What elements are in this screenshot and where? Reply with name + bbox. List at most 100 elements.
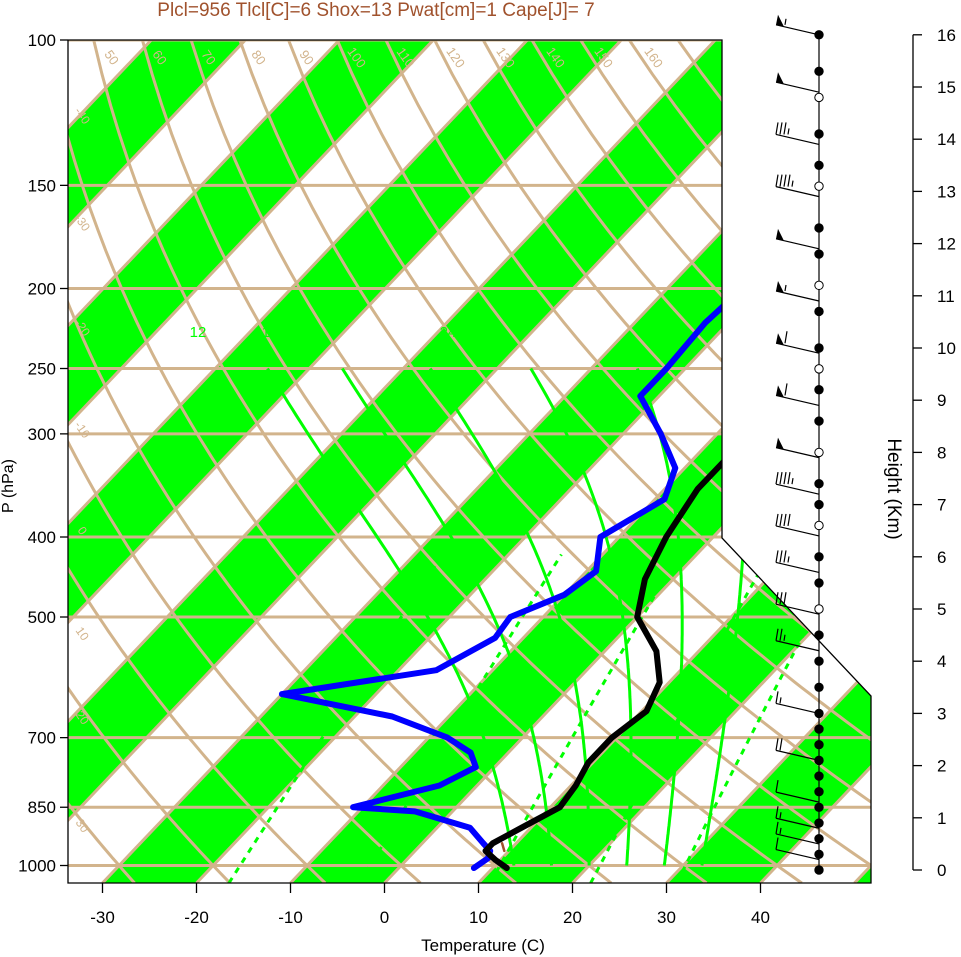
wind-staff [775, 603, 820, 615]
wind-staff [775, 640, 820, 652]
wind-level-dot [814, 849, 824, 860]
p-tick-label: 100 [28, 31, 56, 50]
wind-barb [779, 174, 783, 187]
wind-staff [775, 133, 820, 146]
wind-level-dot [814, 280, 824, 291]
p-tick-label: 400 [28, 528, 56, 547]
wind-barb [775, 821, 779, 834]
wind-staff [775, 186, 820, 198]
t-tick-label: -10 [278, 908, 303, 927]
isotherm-line [68, 40, 717, 883]
dry-adiabat-lines [68, 40, 871, 883]
wind-barb [783, 174, 787, 187]
dry-adiabat-line [68, 40, 327, 883]
wind-half-barb [779, 697, 782, 704]
wind-level-dot [814, 802, 824, 813]
moist-adiabat-label: 24 [440, 324, 457, 341]
wind-barb [787, 513, 791, 527]
mixing-ratio-line [675, 553, 848, 883]
wind-half-barb [779, 827, 782, 834]
wind-level-dot [814, 552, 824, 562]
moist-adiabat-label: 16 [262, 324, 279, 341]
dry-adiabat-label: 60 [149, 47, 170, 67]
t-tick-label: 20 [563, 908, 582, 927]
wind-level-dot [814, 499, 824, 510]
wind-half-barb [787, 128, 790, 135]
wind-level-dot [814, 479, 824, 489]
dry-adiabat-line [238, 40, 871, 883]
height-tick-label: 16 [937, 26, 956, 45]
wind-barb [784, 331, 788, 344]
t-tick-label: 10 [469, 908, 488, 927]
wind-level-dot [814, 385, 824, 395]
wind-level-dot [814, 343, 824, 353]
isotherm-line [68, 40, 623, 883]
wind-level-dot [814, 682, 824, 692]
wind-level-dot [814, 656, 824, 666]
isotherm-label: -10 [72, 419, 94, 442]
wind-half-barb [791, 478, 794, 485]
isotherm-label: 10 [73, 624, 92, 643]
wind-barb [775, 174, 779, 187]
dry-adiabat-line [68, 40, 613, 883]
wind-staff [775, 848, 820, 861]
wind-barb [779, 592, 783, 605]
p-tick-label: 250 [28, 360, 56, 379]
wind-barb [775, 691, 779, 704]
dry-adiabat-label: 90 [296, 47, 317, 67]
wind-barb [775, 122, 779, 135]
isotherm-line [68, 40, 247, 883]
moist-adiabat-line [341, 367, 553, 866]
height-tick-label: 4 [937, 652, 946, 671]
temperature-trace [482, 40, 871, 871]
wind-barb [779, 738, 783, 751]
height-tick-label: 12 [937, 235, 956, 254]
wind-level-dot [814, 129, 824, 139]
moist-adiabat-line [529, 367, 633, 866]
wind-flag [776, 14, 784, 27]
wind-level-dot [814, 249, 824, 259]
wind-half-barb [787, 556, 790, 563]
height-tick-label: 5 [937, 600, 946, 619]
height-tick-label: 7 [937, 496, 946, 515]
p-tick-label: 500 [28, 608, 56, 627]
isotherm-label: 30 [73, 816, 92, 835]
isotherm-line [68, 40, 529, 883]
mixing-ratio-line [589, 553, 771, 883]
dry-adiabat-label: 80 [248, 47, 269, 67]
dry-adiabat-label: 160 [641, 44, 666, 70]
isotherm-line [68, 40, 341, 883]
height-tick-label: 3 [937, 704, 946, 723]
wind-level-dot [814, 833, 824, 844]
wind-barb [779, 550, 783, 563]
wind-barb [783, 513, 787, 527]
wind-level-dot [814, 604, 824, 614]
t-tick-label: 40 [751, 908, 770, 927]
isotherm-line [665, 40, 871, 883]
height-tick-label: 14 [937, 130, 956, 149]
wind-level-dot [814, 160, 824, 171]
p-tick-label: 850 [28, 798, 56, 817]
wind-barb [775, 837, 779, 850]
wind-staff [775, 817, 820, 829]
wind-staff [775, 561, 820, 574]
wind-level-dot [814, 92, 824, 103]
wind-barb [775, 628, 779, 641]
isotherm-line [477, 40, 871, 883]
isotherm-band [68, 40, 434, 883]
side-label: 0 [724, 458, 742, 476]
wind-level-dot [814, 630, 824, 640]
dry-adiabat-line [189, 40, 871, 883]
plot-border [67, 39, 872, 884]
wind-level-dot [814, 364, 824, 374]
wind-level-dot [814, 223, 824, 233]
moist-adiabat-line [428, 367, 591, 866]
moist-adiabat-line [635, 367, 684, 866]
wind-barb [779, 472, 783, 485]
wind-barb [783, 592, 787, 605]
wind-barb [775, 472, 779, 485]
wind-level-dot [814, 520, 824, 531]
wind-level-dot [814, 787, 824, 797]
wind-half-barb [791, 180, 794, 187]
p-tick-label: 200 [28, 280, 56, 299]
